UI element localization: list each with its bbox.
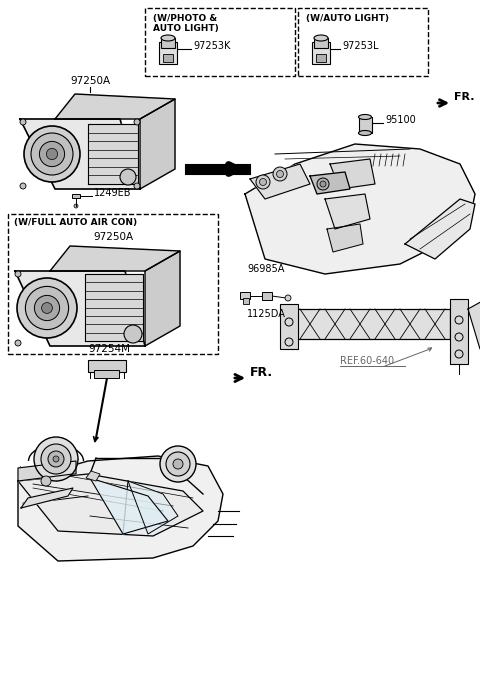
Bar — [72, 194, 80, 198]
Circle shape — [15, 340, 21, 346]
Circle shape — [15, 271, 21, 277]
Polygon shape — [405, 199, 475, 259]
Bar — [295, 309, 450, 339]
Circle shape — [173, 459, 183, 469]
Polygon shape — [15, 271, 145, 346]
Polygon shape — [327, 224, 363, 252]
Bar — [298, 8, 428, 76]
Ellipse shape — [359, 131, 372, 135]
Circle shape — [17, 278, 77, 338]
Polygon shape — [86, 471, 100, 481]
Circle shape — [20, 119, 26, 125]
Circle shape — [166, 452, 190, 476]
Text: 97250A: 97250A — [70, 76, 110, 86]
Bar — [359, 117, 372, 133]
Circle shape — [124, 325, 142, 343]
Circle shape — [20, 183, 26, 189]
Polygon shape — [18, 456, 223, 561]
Circle shape — [53, 456, 59, 462]
Polygon shape — [128, 481, 178, 534]
Text: 95100: 95100 — [385, 115, 416, 125]
Bar — [8, 214, 218, 354]
Polygon shape — [250, 164, 310, 199]
Bar — [163, 54, 173, 62]
Polygon shape — [140, 99, 175, 189]
Polygon shape — [468, 294, 480, 349]
Text: REF.60-640: REF.60-640 — [340, 356, 394, 366]
Polygon shape — [330, 159, 375, 189]
Circle shape — [42, 303, 52, 313]
Circle shape — [74, 204, 78, 208]
Circle shape — [285, 295, 291, 301]
Text: 97250A: 97250A — [93, 232, 133, 242]
Circle shape — [120, 169, 136, 185]
Circle shape — [276, 171, 284, 177]
Ellipse shape — [359, 115, 372, 119]
Circle shape — [273, 167, 287, 181]
Polygon shape — [55, 94, 175, 119]
Bar — [159, 42, 177, 64]
Ellipse shape — [161, 35, 175, 41]
Bar — [94, 370, 119, 378]
Polygon shape — [21, 488, 73, 508]
Bar — [280, 304, 298, 349]
Bar — [450, 299, 468, 364]
Polygon shape — [20, 119, 140, 189]
Text: (W/AUTO LIGHT): (W/AUTO LIGHT) — [306, 14, 389, 23]
Text: (W/PHOTO &
AUTO LIGHT): (W/PHOTO & AUTO LIGHT) — [153, 14, 219, 34]
Circle shape — [25, 286, 69, 330]
Polygon shape — [18, 474, 203, 536]
Polygon shape — [310, 172, 350, 194]
Circle shape — [160, 446, 196, 482]
Text: 97253K: 97253K — [193, 41, 230, 51]
Text: FR.: FR. — [454, 92, 475, 102]
Bar — [312, 42, 330, 64]
Bar — [88, 360, 126, 372]
Text: (W/FULL AUTO AIR CON): (W/FULL AUTO AIR CON) — [14, 218, 137, 227]
Circle shape — [134, 183, 140, 189]
Polygon shape — [50, 246, 180, 271]
Circle shape — [320, 181, 326, 187]
Ellipse shape — [314, 35, 328, 41]
Polygon shape — [90, 478, 168, 534]
Circle shape — [39, 142, 65, 166]
Text: 96985A: 96985A — [247, 264, 284, 274]
Polygon shape — [85, 274, 143, 341]
Circle shape — [34, 437, 78, 481]
Bar — [243, 298, 249, 304]
Text: 1125DA: 1125DA — [247, 309, 286, 319]
Bar — [262, 292, 272, 300]
Polygon shape — [245, 144, 475, 274]
Text: 1249EB: 1249EB — [94, 188, 132, 198]
Circle shape — [41, 476, 51, 486]
Circle shape — [256, 175, 270, 189]
Text: 97254M: 97254M — [88, 344, 130, 354]
Polygon shape — [88, 124, 138, 184]
Polygon shape — [325, 194, 370, 229]
Bar — [314, 38, 328, 48]
Circle shape — [24, 126, 80, 182]
Bar — [316, 54, 326, 62]
Circle shape — [260, 179, 266, 185]
Circle shape — [47, 148, 58, 160]
Bar — [240, 292, 250, 299]
Circle shape — [35, 295, 60, 321]
Polygon shape — [145, 251, 180, 346]
Text: 97253L: 97253L — [342, 41, 379, 51]
Circle shape — [31, 133, 73, 175]
Circle shape — [41, 444, 71, 474]
Bar — [161, 38, 175, 48]
Polygon shape — [18, 461, 76, 481]
Text: FR.: FR. — [250, 365, 273, 379]
Circle shape — [317, 178, 329, 190]
Circle shape — [134, 119, 140, 125]
Bar — [145, 8, 295, 76]
Circle shape — [48, 451, 64, 467]
